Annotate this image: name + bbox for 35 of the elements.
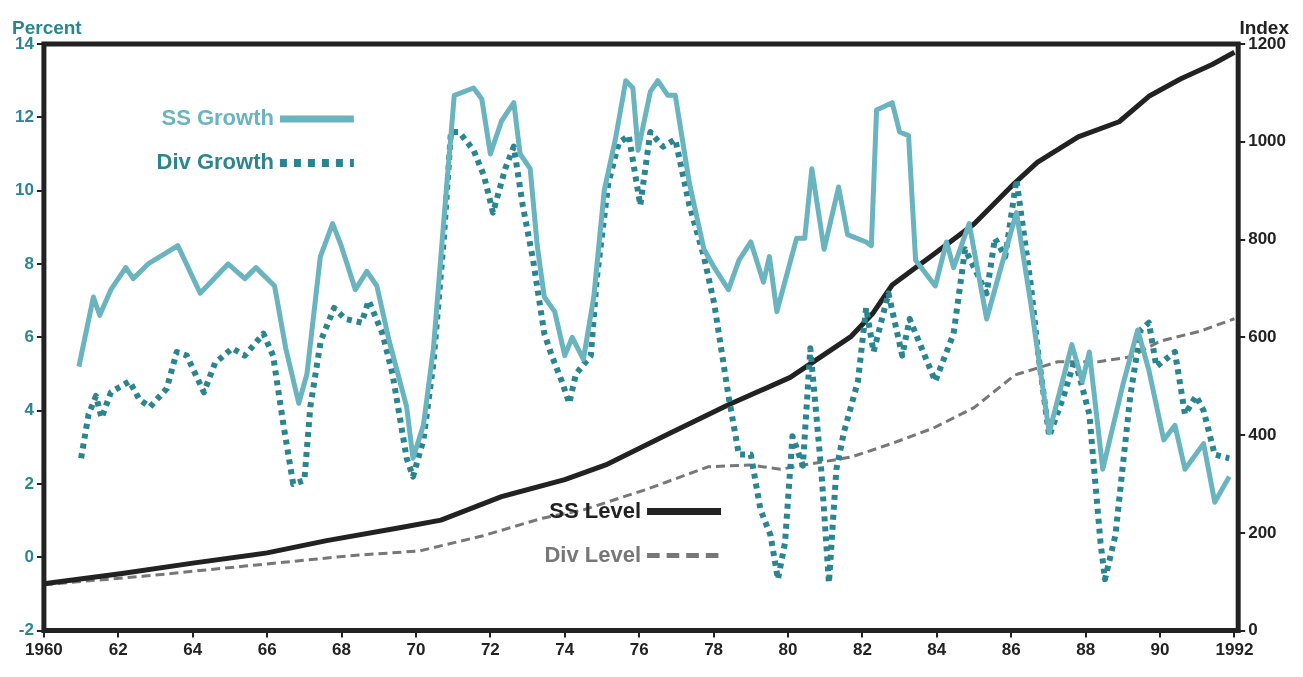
y2-tick-label: 1000 bbox=[1248, 131, 1287, 151]
y-tick-label: 6 bbox=[24, 326, 34, 346]
x-tick-label: 80 bbox=[778, 640, 798, 660]
y2-tick-label: 800 bbox=[1248, 229, 1277, 249]
legend-label: Div Level bbox=[544, 541, 642, 567]
x-tick-label: 66 bbox=[257, 640, 277, 660]
x-tick-label: 90 bbox=[1150, 640, 1170, 660]
y-tick-label: 2 bbox=[24, 473, 34, 493]
x-tick-label: 86 bbox=[1001, 640, 1021, 660]
x-tick-label: 68 bbox=[332, 640, 352, 660]
x-tick-label: 78 bbox=[704, 640, 724, 660]
y-tick-label: 12 bbox=[14, 107, 34, 127]
x-tick-label: 84 bbox=[927, 640, 947, 660]
x-tick-label: 74 bbox=[555, 640, 575, 660]
y2-tick-label: 400 bbox=[1248, 424, 1277, 444]
x-tick-label: 72 bbox=[480, 640, 500, 660]
x-tick-label: 1992 bbox=[1215, 640, 1254, 660]
legend-label: SS Level bbox=[549, 497, 642, 523]
y2-tick-label: 200 bbox=[1248, 522, 1277, 542]
x-tick-label: 70 bbox=[406, 640, 426, 660]
x-tick-label: 62 bbox=[108, 640, 128, 660]
y-tick-label: -2 bbox=[18, 620, 34, 640]
x-tick-label: 82 bbox=[852, 640, 872, 660]
x-tick-label: 76 bbox=[629, 640, 649, 660]
y2-tick-label: 0 bbox=[1248, 620, 1258, 640]
legend-label: SS Growth bbox=[161, 105, 274, 131]
y-tick-label: 4 bbox=[24, 400, 35, 420]
x-tick-label: 64 bbox=[183, 640, 203, 660]
x-tick-label: 88 bbox=[1076, 640, 1096, 660]
y-tick-label: 10 bbox=[14, 180, 34, 200]
legend-label: Div Growth bbox=[156, 149, 274, 175]
y2-tick-label: 600 bbox=[1248, 326, 1277, 346]
y-tick-label: 0 bbox=[24, 546, 34, 566]
x-tick-label: 1960 bbox=[25, 640, 63, 660]
y-tick-label: 8 bbox=[24, 253, 34, 273]
